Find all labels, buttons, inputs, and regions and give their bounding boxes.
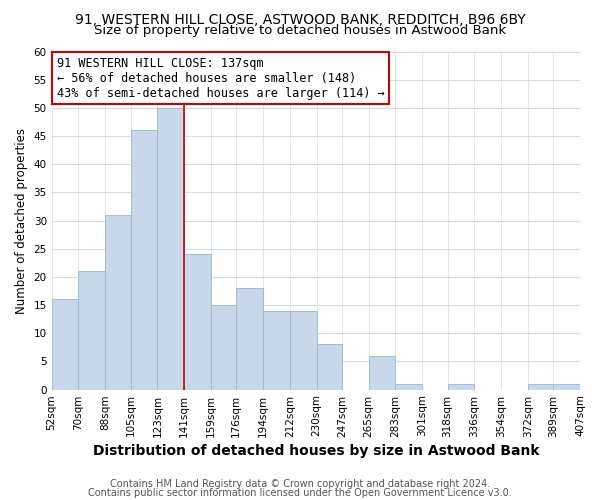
Bar <box>236 288 263 390</box>
Bar <box>79 271 105 390</box>
Text: 91, WESTERN HILL CLOSE, ASTWOOD BANK, REDDITCH, B96 6BY: 91, WESTERN HILL CLOSE, ASTWOOD BANK, RE… <box>74 12 526 26</box>
Bar <box>105 215 131 390</box>
Text: 91 WESTERN HILL CLOSE: 137sqm
← 56% of detached houses are smaller (148)
43% of : 91 WESTERN HILL CLOSE: 137sqm ← 56% of d… <box>57 56 385 100</box>
Bar <box>52 300 79 390</box>
Bar <box>211 305 236 390</box>
Bar <box>131 130 157 390</box>
Text: Contains public sector information licensed under the Open Government Licence v3: Contains public sector information licen… <box>88 488 512 498</box>
Bar <box>263 310 290 390</box>
Bar <box>290 310 317 390</box>
Bar <box>528 384 553 390</box>
Text: Size of property relative to detached houses in Astwood Bank: Size of property relative to detached ho… <box>94 24 506 37</box>
X-axis label: Distribution of detached houses by size in Astwood Bank: Distribution of detached houses by size … <box>92 444 539 458</box>
Bar <box>157 108 184 390</box>
Bar <box>553 384 580 390</box>
Bar <box>317 344 342 390</box>
Text: Contains HM Land Registry data © Crown copyright and database right 2024.: Contains HM Land Registry data © Crown c… <box>110 479 490 489</box>
Y-axis label: Number of detached properties: Number of detached properties <box>15 128 28 314</box>
Bar <box>448 384 475 390</box>
Bar <box>184 254 211 390</box>
Bar <box>368 356 395 390</box>
Bar <box>395 384 422 390</box>
